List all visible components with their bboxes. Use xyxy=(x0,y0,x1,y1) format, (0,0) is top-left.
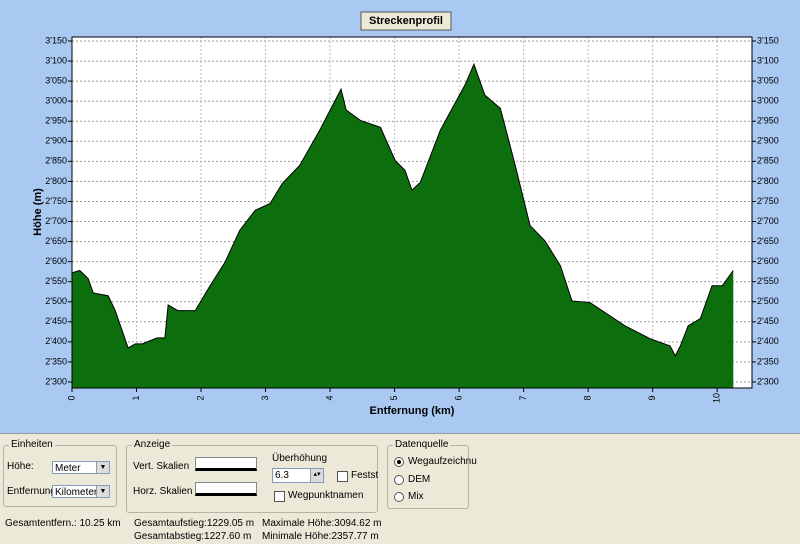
y-tick-label: 2'650 xyxy=(45,236,67,246)
y2-tick-label: 2'700 xyxy=(757,216,779,226)
y-tick-label: 2'300 xyxy=(45,376,67,386)
checkbox[interactable] xyxy=(337,471,348,482)
y2-tick-label: 2'350 xyxy=(757,356,779,366)
label: Horz. Skalien xyxy=(133,486,193,497)
y-tick-label: 2'500 xyxy=(45,296,67,306)
spin-button[interactable]: ▴▾ xyxy=(310,469,323,482)
radio[interactable] xyxy=(394,457,404,467)
display-group: Anzeige Vert. Skalien Horz. Skalien Über… xyxy=(126,439,379,513)
x-tick-label: 10 xyxy=(712,393,722,403)
exaggeration-input[interactable]: 6.3 ▴▾ xyxy=(272,468,324,483)
x-tick-label: 8 xyxy=(583,395,593,400)
y2-tick-label: 2'750 xyxy=(757,196,779,206)
x-axis-label: Entfernung (km) xyxy=(370,405,455,417)
y-tick-label: 3'050 xyxy=(45,76,67,86)
input-value: 6.3 xyxy=(275,470,289,481)
distance-select[interactable]: Kilometer ▼ xyxy=(52,485,110,498)
y2-tick-label: 2'950 xyxy=(757,116,779,126)
y2-tick-label: 2'800 xyxy=(757,176,779,186)
y-tick-label: 2'350 xyxy=(45,356,67,366)
select-value: Kilometer xyxy=(55,487,98,498)
dropdown-button[interactable]: ▼ xyxy=(96,486,109,497)
height-select[interactable]: Meter ▼ xyxy=(52,461,110,474)
y2-tick-label: 2'550 xyxy=(757,276,779,286)
vert-slider[interactable] xyxy=(195,457,257,471)
chart: Streckenprofil Höhe (m) Entfernung (km) … xyxy=(32,11,779,417)
y-tick-label: 2'850 xyxy=(45,156,67,166)
stat: Gesamtentfern.: 10.25 km xyxy=(5,518,121,529)
y2-tick-label: 2'650 xyxy=(757,236,779,246)
y-tick-label: 2'600 xyxy=(45,256,67,266)
y2-tick-label: 2'600 xyxy=(757,256,779,266)
radio[interactable] xyxy=(394,492,404,502)
label: Entfernung: xyxy=(7,486,59,497)
x-tick-label: 5 xyxy=(389,395,399,400)
checkbox[interactable] xyxy=(274,491,285,502)
y2-tick-label: 3'100 xyxy=(757,55,779,65)
y2-tick-label: 2'900 xyxy=(757,136,779,146)
select-value: Meter xyxy=(55,463,81,474)
y-tick-label: 2'900 xyxy=(45,136,67,146)
plot-frame xyxy=(71,36,753,389)
y2-tick-label: 2'850 xyxy=(757,156,779,166)
stat: Gesamtaufstieg:1229.05 m xyxy=(134,518,255,529)
group-title: Einheiten xyxy=(9,439,55,450)
y-tick-label: 2'550 xyxy=(45,276,67,286)
y-tick-label: 2'400 xyxy=(45,336,67,346)
horz-slider[interactable] xyxy=(195,482,257,496)
y-tick-label: 2'450 xyxy=(45,316,67,326)
y-axis-label: Höhe (m) xyxy=(32,188,44,236)
y-tick-label: 3'100 xyxy=(45,55,67,65)
units-group: Einheiten Höhe: Meter ▼ Entfernung: Kilom… xyxy=(3,439,117,507)
group-title: Anzeige xyxy=(132,439,173,450)
chart-title: Streckenprofil xyxy=(369,15,443,27)
label: Wegpunktnamen xyxy=(288,490,364,501)
y-tick-label: 2'700 xyxy=(45,216,67,226)
stat: Gesamtabstieg:1227.60 m xyxy=(134,531,252,542)
x-tick-label: 6 xyxy=(453,395,463,400)
y-tick-label: 2'750 xyxy=(45,196,67,206)
x-tick-label: 4 xyxy=(324,395,334,400)
label: Festst xyxy=(351,470,379,481)
x-tick-label: 3 xyxy=(260,395,270,400)
y2-tick-label: 3'000 xyxy=(757,96,779,106)
settings-panel: Einheiten Höhe: Meter ▼ Entfernung: Kilom… xyxy=(0,433,800,544)
y2-tick-label: 2'450 xyxy=(757,316,779,326)
x-tick-label: 0 xyxy=(66,395,76,400)
y2-tick-label: 2'300 xyxy=(757,376,779,386)
dropdown-button[interactable]: ▼ xyxy=(96,462,109,473)
y2-tick-label: 3'050 xyxy=(757,76,779,86)
y-tick-label: 2'800 xyxy=(45,176,67,186)
radio[interactable] xyxy=(394,475,404,485)
source-group: Datenquelle Wegaufzeichnu DEM Mix xyxy=(387,439,477,509)
x-tick-label: 2 xyxy=(195,395,205,400)
label: DEM xyxy=(408,474,431,485)
group-title: Datenquelle xyxy=(393,439,451,450)
y2-tick-label: 3'150 xyxy=(757,35,779,45)
elevation-line xyxy=(71,62,734,358)
y-tick-label: 2'950 xyxy=(45,116,67,126)
x-tick-label: 7 xyxy=(518,395,528,400)
y-tick-label: 3'150 xyxy=(45,35,67,45)
label: Höhe: xyxy=(7,461,34,472)
label: Wegaufzeichnu xyxy=(408,456,477,467)
title-box xyxy=(360,11,452,31)
label: Mix xyxy=(408,491,424,502)
y2-tick-label: 2'400 xyxy=(757,336,779,346)
label: Vert. Skalien xyxy=(133,461,190,472)
stat: Maximale Höhe:3094.62 m xyxy=(262,518,382,529)
y-tick-label: 3'000 xyxy=(45,96,67,106)
x-tick-label: 1 xyxy=(131,395,141,400)
x-tick-label: 9 xyxy=(647,395,657,400)
elevation-area xyxy=(72,64,734,389)
stat: Minimale Höhe:2357.77 m xyxy=(262,531,379,542)
label: Überhöhung xyxy=(272,453,328,464)
y2-tick-label: 2'500 xyxy=(757,296,779,306)
